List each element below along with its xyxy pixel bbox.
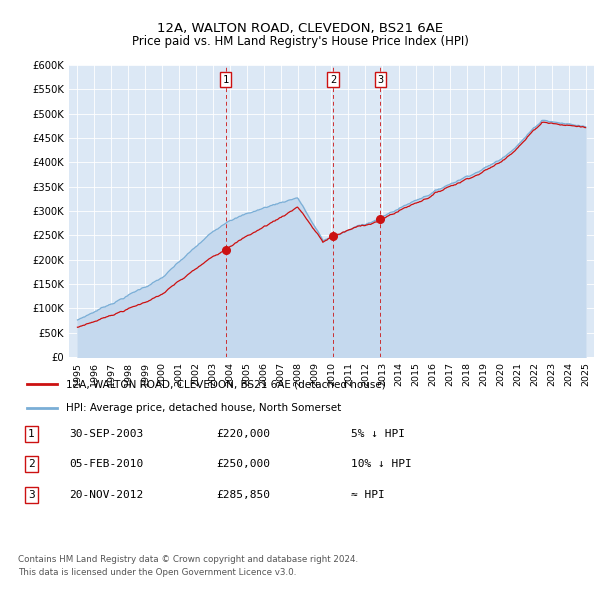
Text: £285,850: £285,850 <box>216 490 270 500</box>
Text: 2: 2 <box>330 74 336 84</box>
Text: 10% ↓ HPI: 10% ↓ HPI <box>351 460 412 469</box>
Text: 20-NOV-2012: 20-NOV-2012 <box>69 490 143 500</box>
Text: 1: 1 <box>223 74 229 84</box>
Text: 5% ↓ HPI: 5% ↓ HPI <box>351 429 405 438</box>
Text: 1: 1 <box>28 429 35 438</box>
Text: 12A, WALTON ROAD, CLEVEDON, BS21 6AE: 12A, WALTON ROAD, CLEVEDON, BS21 6AE <box>157 22 443 35</box>
Text: Contains HM Land Registry data © Crown copyright and database right 2024.: Contains HM Land Registry data © Crown c… <box>18 555 358 563</box>
Text: 30-SEP-2003: 30-SEP-2003 <box>69 429 143 438</box>
Text: 3: 3 <box>28 490 35 500</box>
Text: Price paid vs. HM Land Registry's House Price Index (HPI): Price paid vs. HM Land Registry's House … <box>131 35 469 48</box>
Text: £250,000: £250,000 <box>216 460 270 469</box>
Text: 05-FEB-2010: 05-FEB-2010 <box>69 460 143 469</box>
Text: ≈ HPI: ≈ HPI <box>351 490 385 500</box>
Text: HPI: Average price, detached house, North Somerset: HPI: Average price, detached house, Nort… <box>65 403 341 413</box>
Text: 12A, WALTON ROAD, CLEVEDON, BS21 6AE (detached house): 12A, WALTON ROAD, CLEVEDON, BS21 6AE (de… <box>65 379 385 389</box>
Text: 3: 3 <box>377 74 383 84</box>
Text: £220,000: £220,000 <box>216 429 270 438</box>
Text: 2: 2 <box>28 460 35 469</box>
Text: This data is licensed under the Open Government Licence v3.0.: This data is licensed under the Open Gov… <box>18 568 296 577</box>
